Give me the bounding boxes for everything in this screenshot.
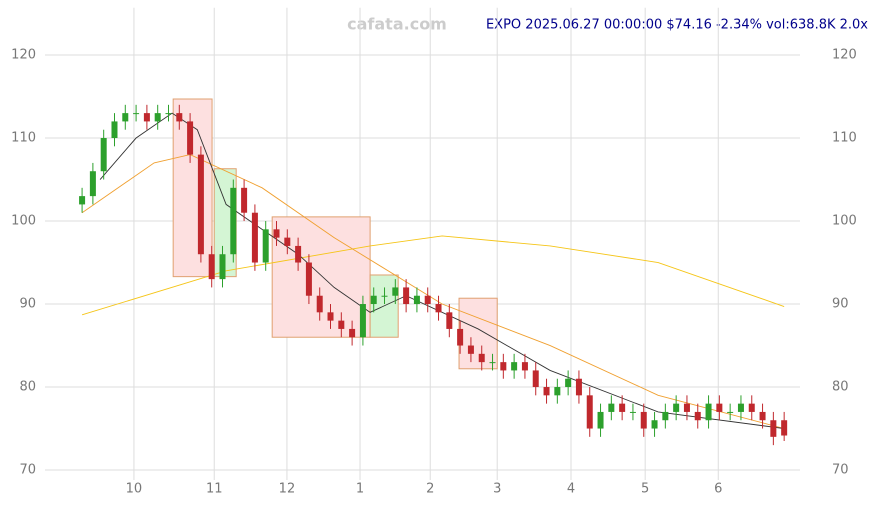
candle-body — [532, 370, 539, 388]
range-box — [458, 297, 498, 370]
candle-body — [705, 403, 712, 421]
candle-body — [359, 304, 366, 338]
y-tick-label: 70 — [19, 463, 36, 478]
candle-body — [392, 287, 399, 296]
watermark: cafata.com — [347, 15, 447, 34]
candle-body — [273, 229, 280, 238]
candle-body — [435, 304, 442, 313]
candle-body — [554, 387, 561, 396]
candle-body — [79, 196, 86, 205]
candle-body — [597, 411, 604, 429]
candle-body — [284, 237, 291, 246]
candle-body — [521, 362, 528, 371]
candle-body — [219, 254, 226, 280]
candle-body — [673, 403, 680, 412]
candle-body — [241, 187, 248, 213]
candle-body — [457, 328, 464, 346]
candle-body — [511, 362, 518, 371]
x-tick-label: 4 — [567, 482, 575, 497]
candle-body — [489, 362, 496, 364]
candle-body — [683, 403, 690, 412]
candle-body — [586, 395, 593, 429]
y-tick-label: 110 — [11, 131, 36, 146]
candle-body — [651, 420, 658, 429]
candle-body — [662, 411, 669, 421]
candle-body — [230, 187, 237, 255]
x-tick-label: 10 — [126, 482, 143, 497]
range-box — [271, 216, 371, 338]
y-tick-label: 90 — [19, 297, 36, 312]
y-tick-label-right: 90 — [832, 297, 849, 312]
candle-body — [619, 403, 626, 412]
candle-body — [737, 403, 744, 412]
candle-body — [370, 295, 377, 305]
candle-body — [165, 113, 172, 115]
moving-average — [81, 154, 785, 429]
x-tick-label: 3 — [493, 482, 501, 497]
x-tick-label: 11 — [206, 482, 223, 497]
candle-body — [381, 295, 388, 297]
y-tick-label: 80 — [19, 380, 36, 395]
candle-body — [478, 353, 485, 363]
candle-body — [208, 254, 215, 280]
candle-body — [122, 113, 129, 122]
candle-body — [349, 328, 356, 338]
y-tick-label-right: 70 — [832, 463, 849, 478]
x-tick-label: 12 — [279, 482, 296, 497]
candle-body — [403, 287, 410, 305]
candle-body — [197, 154, 204, 255]
candle-body — [727, 411, 734, 413]
candle-body — [424, 295, 431, 305]
candle-body — [338, 320, 345, 329]
x-tick-label: 1 — [356, 482, 364, 497]
candle-body — [413, 295, 420, 305]
y-tick-label-right: 120 — [832, 48, 857, 63]
x-tick-label: 6 — [714, 482, 722, 497]
candle-body — [111, 121, 118, 139]
candle-body — [748, 403, 755, 412]
y-tick-label: 120 — [11, 48, 36, 63]
candle-body — [694, 411, 701, 421]
candle-body — [154, 113, 161, 122]
candle-body — [716, 403, 723, 412]
candle-body — [608, 403, 615, 412]
moving-average — [81, 235, 785, 316]
y-tick-label-right: 110 — [832, 131, 857, 146]
candle-body — [759, 411, 766, 421]
candle-body — [262, 229, 269, 263]
chart-title: EXPO 2025.06.27 00:00:00 $74.16 -2.34% v… — [486, 18, 868, 33]
candle-body — [176, 113, 183, 122]
candle-body — [187, 121, 194, 155]
x-tick-label: 5 — [641, 482, 649, 497]
candle-body — [565, 378, 572, 388]
candle-body — [133, 113, 140, 115]
candle-body — [543, 387, 550, 396]
candle-body — [781, 420, 788, 436]
candle-body — [143, 113, 150, 122]
x-tick-label: 2 — [426, 482, 434, 497]
candle-body — [640, 411, 647, 429]
candle-body — [251, 212, 258, 263]
candle-body — [770, 420, 777, 437]
candle-body — [629, 411, 636, 413]
y-tick-label: 100 — [11, 214, 36, 229]
candle-body — [89, 171, 96, 197]
candle-body — [467, 345, 474, 354]
candle-body — [295, 245, 302, 263]
moving-average — [99, 112, 785, 429]
candle-body — [316, 295, 323, 313]
candle-body — [575, 378, 582, 396]
candle-body — [327, 312, 334, 321]
candle-body — [446, 312, 453, 329]
candle-body — [305, 262, 312, 296]
candle-body — [100, 138, 107, 172]
y-tick-label-right: 80 — [832, 380, 849, 395]
y-tick-label-right: 100 — [832, 214, 857, 229]
candle-body — [500, 362, 507, 371]
